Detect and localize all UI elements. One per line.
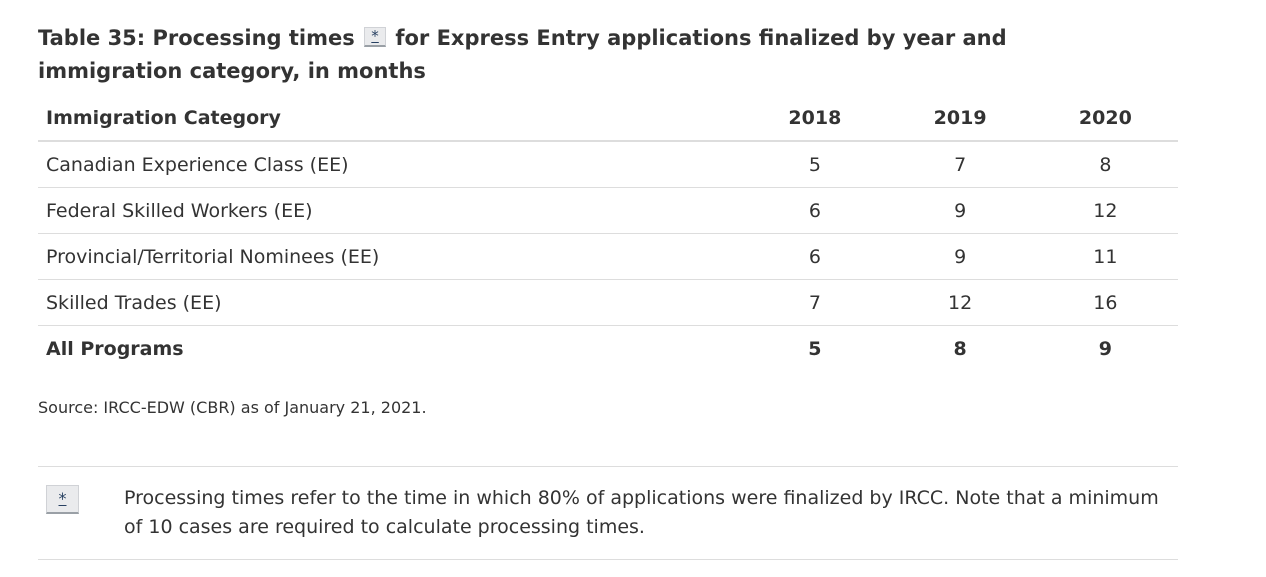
row-2018-cell: 6 [742,233,888,280]
total-2019-cell: 8 [953,337,967,360]
footnote-text: Processing times refer to the time in wh… [124,487,1159,538]
header-immigration-category: Immigration Category [38,96,743,142]
caption-text-end: for Express Entry applications finalized… [38,26,1007,83]
header-2018: 2018 [742,96,888,142]
row-2020-cell: 11 [1032,233,1178,280]
row-2020-cell: 16 [1032,279,1178,326]
table-row: Federal Skilled Workers (EE) 6 9 12 [38,187,1178,234]
row-2018-cell: 5 [742,141,888,188]
row-2020-cell: 8 [1032,141,1178,188]
row-2018-cell: 7 [742,279,888,326]
total-2018-cell: 5 [808,337,822,360]
footnotes-section: * Processing times refer to the time in … [38,466,1178,560]
row-2019-cell: 9 [887,187,1033,234]
row-category-cell: Provincial/Territorial Nominees (EE) [38,233,743,280]
table-total-row: All Programs 5 8 9 [38,326,1178,372]
row-2019-cell: 12 [887,279,1033,326]
table-header-row: Immigration Category 2018 2019 2020 [38,96,1178,142]
row-2018-cell: 6 [742,187,888,234]
row-2019-cell: 9 [887,233,1033,280]
row-2019-cell: 7 [887,141,1033,188]
footnote-reference-link[interactable]: * [364,27,387,47]
source-note: Source: IRCC-EDW (CBR) as of January 21,… [38,398,427,417]
processing-times-table: Immigration Category 2018 2019 2020 Cana… [38,96,1178,371]
total-2020-cell: 9 [1098,337,1112,360]
row-category-cell: Skilled Trades (EE) [38,279,743,326]
row-2020-cell: 12 [1032,187,1178,234]
caption-text-start: Table 35: Processing times [38,26,355,50]
footnote-return-link[interactable]: * [46,485,79,514]
header-2019: 2019 [887,96,1033,142]
total-label-cell: All Programs [46,337,184,360]
table-caption: Table 35: Processing times * for Express… [38,22,1138,88]
table-row: Canadian Experience Class (EE) 5 7 8 [38,141,1178,188]
row-category-cell: Canadian Experience Class (EE) [38,141,743,188]
table-row: Provincial/Territorial Nominees (EE) 6 9… [38,233,1178,280]
row-category-cell: Federal Skilled Workers (EE) [38,187,743,234]
header-2020: 2020 [1032,96,1178,142]
table-row: Skilled Trades (EE) 7 12 16 [38,279,1178,326]
